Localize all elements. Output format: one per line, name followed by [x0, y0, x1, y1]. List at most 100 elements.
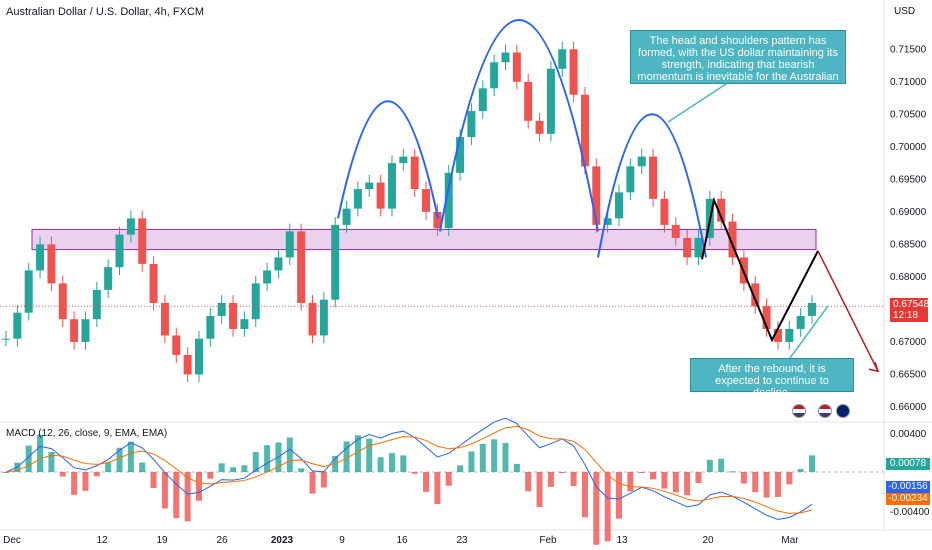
x-tick-label: Mar: [781, 535, 799, 546]
macd-signal-tag: -0.00234: [886, 493, 930, 505]
macd-histogram-bar: [513, 463, 520, 472]
x-tick-label: Dec: [3, 535, 21, 546]
macd-histogram-bar: [616, 472, 623, 519]
candle-body: [138, 218, 147, 264]
macd-histogram-bar: [207, 472, 214, 479]
macd-histogram-bar: [37, 434, 44, 472]
candle-body: [762, 306, 771, 329]
bar-countdown: 12:18: [893, 310, 919, 321]
macd-histogram-bar: [684, 472, 691, 496]
australia-flag-icon[interactable]: [836, 404, 850, 418]
y-tick-label: 0.66000: [890, 402, 927, 413]
resistance-zone: [31, 228, 817, 251]
macd-histogram-bar: [400, 455, 407, 472]
last-price-tag: 0.67548 12:18: [890, 298, 930, 322]
y-tick-label: 0.70500: [890, 109, 927, 120]
macd-histogram-bar: [627, 472, 634, 492]
macd-tick-label: -0.00400: [890, 507, 930, 518]
macd-histogram-bar: [71, 472, 78, 495]
candle-body: [569, 49, 578, 95]
candle-body: [524, 81, 533, 121]
candle-body: [263, 270, 272, 284]
last-price-value: 0.67548: [893, 299, 930, 310]
x-tick-label: 16: [396, 535, 408, 546]
macd-line: [5, 417, 813, 520]
macd-histogram-bar: [581, 472, 588, 518]
macd-histogram-bar: [298, 468, 305, 472]
macd-histogram-bar: [570, 472, 577, 487]
macd-histogram-bar: [127, 441, 134, 472]
macd-histogram-bar: [604, 472, 611, 542]
macd-histogram-bar: [388, 453, 395, 472]
candle-body: [342, 208, 351, 225]
macd-histogram-bar: [752, 472, 759, 493]
macd-histogram-bar: [59, 472, 66, 477]
macd-histogram-bar: [218, 463, 225, 472]
macd-histogram-bar: [309, 472, 316, 494]
y-tick-label: 0.70000: [890, 142, 927, 153]
callout-bottom-pointer: [789, 305, 829, 359]
candle-body: [229, 302, 238, 329]
chart-title: Australian Dollar / U.S. Dollar, 4h, FXC…: [6, 6, 205, 18]
macd-histogram-bar: [173, 472, 180, 519]
annotation-rebound[interactable]: After the rebound, it is expected to con…: [690, 358, 854, 399]
candle-body: [331, 224, 340, 300]
y-tick-label: 0.71000: [890, 77, 927, 88]
x-tick-label: 13: [616, 535, 628, 546]
candle-body: [785, 328, 794, 342]
macd-histogram-bar: [93, 472, 100, 477]
candle-body: [615, 192, 624, 219]
macd-histogram-bar: [650, 472, 657, 480]
macd-histogram-bar: [366, 438, 373, 472]
candle-body: [490, 62, 499, 89]
candle-body: [649, 156, 658, 199]
y-tick-label: 0.66500: [890, 369, 927, 380]
candle-body: [387, 163, 396, 209]
candle-body: [512, 52, 521, 82]
macd-histogram-bar: [241, 465, 248, 472]
candle-body: [217, 302, 226, 316]
macd-title: MACD (12, 26, close, 9, EMA, EMA): [6, 428, 168, 439]
y-tick-label: 0.68500: [890, 239, 927, 250]
macd-histogram-bar: [286, 437, 293, 472]
candle-body: [285, 231, 294, 258]
macd-histogram-bar: [230, 467, 237, 472]
macd-histogram-bar: [661, 472, 668, 489]
macd-histogram-bar: [809, 455, 815, 472]
candle-body: [410, 156, 419, 190]
macd-histogram-bar: [763, 472, 770, 498]
macd-histogram-bar: [718, 458, 725, 472]
macd-histogram-bar: [457, 465, 464, 472]
us-flag-icon[interactable]: [818, 404, 832, 418]
candle-body: [2, 338, 10, 340]
macd-histogram-bar: [706, 459, 713, 472]
candle-body: [13, 312, 22, 339]
macd-histogram-bar: [411, 472, 418, 474]
candle-body: [274, 257, 283, 271]
macd-histogram-bar: [105, 462, 112, 472]
macd-histogram-bar: [468, 451, 475, 472]
right-shoulder-arc: [597, 113, 707, 258]
us-flag-icon[interactable]: [792, 404, 806, 418]
candle-body: [115, 234, 124, 268]
candle-body: [751, 283, 760, 307]
macd-histogram-bar: [797, 469, 804, 472]
candle-body: [297, 231, 306, 303]
candle-body: [478, 88, 487, 112]
candle-body: [603, 218, 612, 225]
x-tick-label: 9: [339, 535, 345, 546]
left-shoulder-arc: [337, 100, 439, 219]
candle-body: [535, 120, 544, 134]
candle-body: [683, 237, 692, 258]
macd-histogram-bar: [672, 472, 679, 493]
macd-histogram-bar: [252, 452, 259, 472]
candle-body: [728, 221, 737, 258]
macd-histogram-bar: [264, 445, 271, 472]
annotation-head-and-shoulders[interactable]: The head and shoulders pattern has forme…: [630, 30, 846, 95]
candle-body: [149, 263, 158, 303]
y-tick-label: 0.69000: [890, 207, 927, 218]
macd-histogram-bar: [354, 435, 361, 472]
macd-histogram-bar: [25, 445, 32, 472]
macd-histogram-bar: [559, 472, 566, 473]
